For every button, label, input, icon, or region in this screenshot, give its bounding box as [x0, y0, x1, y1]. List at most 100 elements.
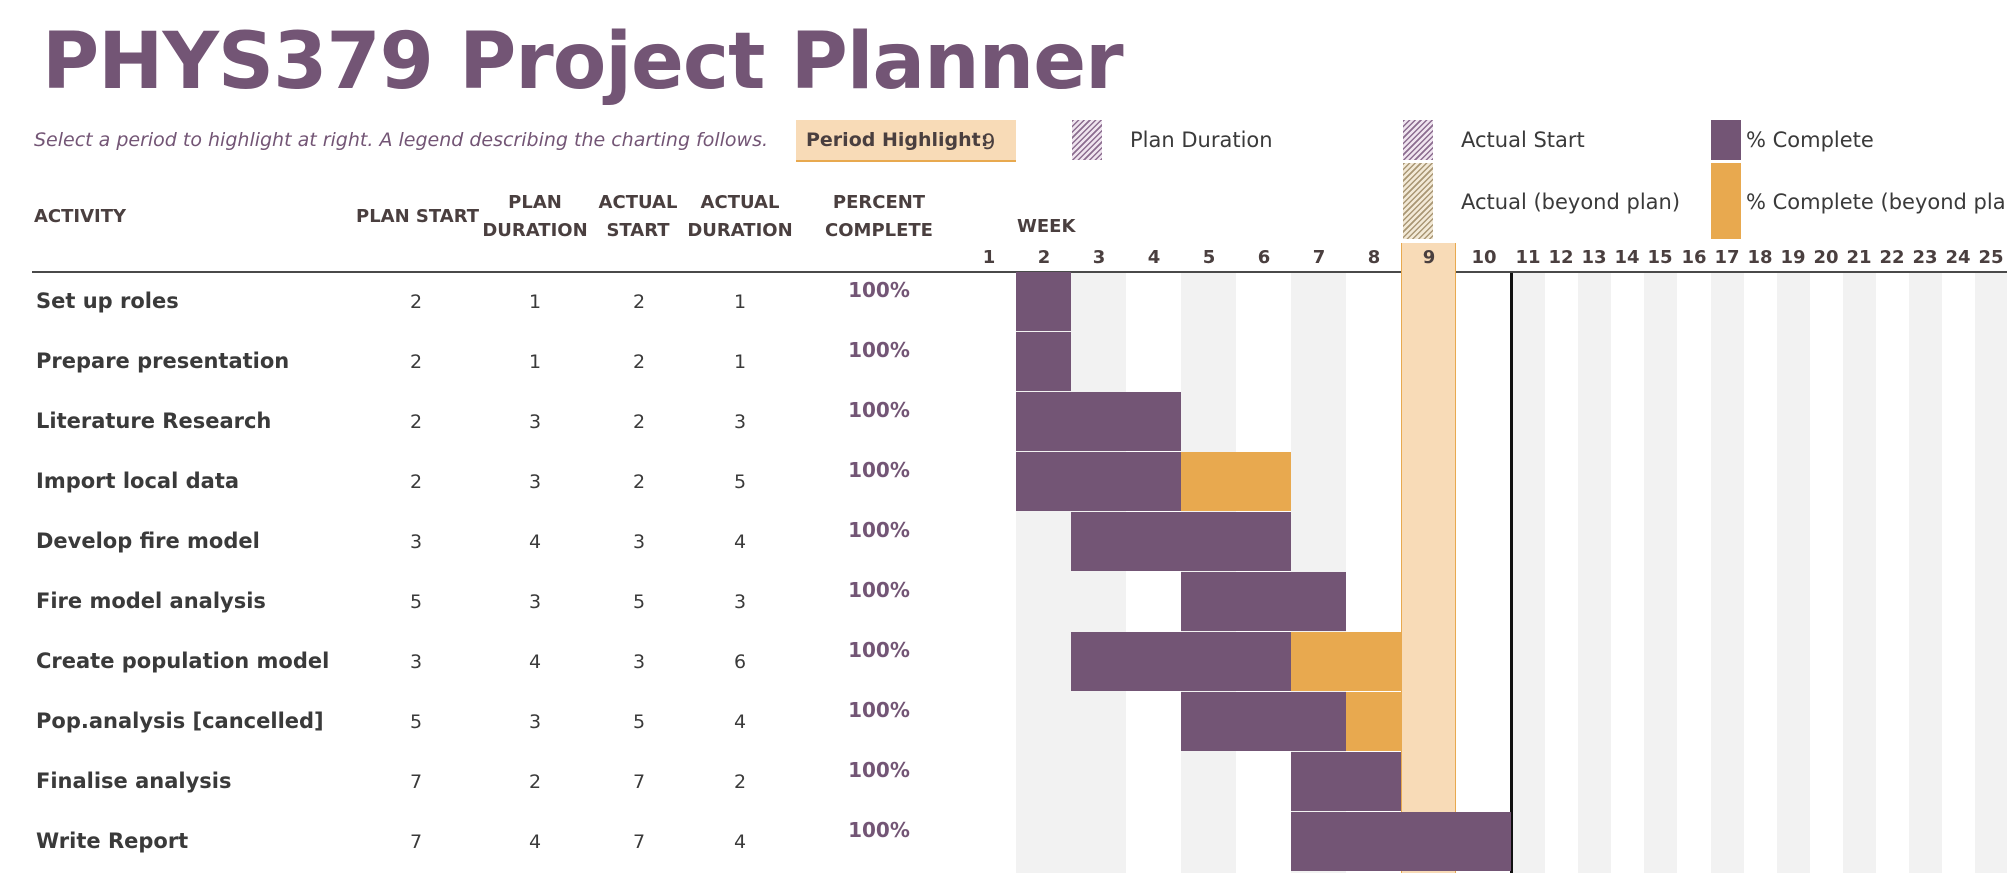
week-column-shade	[1643, 273, 1677, 873]
actual-start-value: 3	[632, 651, 646, 673]
plan-duration-value: 4	[528, 831, 542, 853]
plan-duration-value: 1	[528, 291, 542, 313]
activity-name: Fire model analysis	[36, 589, 266, 613]
percent-complete-value: 100%	[848, 578, 910, 602]
plan-start-value: 2	[409, 471, 423, 493]
plan-duration-value: 3	[528, 471, 542, 493]
col-header-percent-complete: PERCENT COMPLETE	[825, 192, 933, 241]
activity-name: Finalise analysis	[36, 769, 232, 793]
actual-duration-value: 5	[733, 471, 747, 493]
actual-start-value: 7	[632, 771, 646, 793]
actual-start-value: 2	[632, 411, 646, 433]
week-column-shade	[1071, 273, 1126, 873]
week-number: 4	[1147, 247, 1161, 268]
week-number: 7	[1312, 247, 1326, 268]
percent-complete-value: 100%	[848, 338, 910, 362]
plan-start-value: 2	[409, 291, 423, 313]
week-number: 22	[1879, 247, 1905, 268]
percent-complete-value: 100%	[848, 758, 910, 782]
plan-start-value: 3	[409, 651, 423, 673]
week-number: 9	[1422, 247, 1436, 268]
week-column-shade	[1710, 273, 1744, 873]
legend-percent-complete-beyond-plan: % Complete (beyond plan)	[1746, 190, 2007, 214]
week-number: 2	[1037, 247, 1051, 268]
week-number: 6	[1257, 247, 1271, 268]
week-column-shade	[1842, 273, 1876, 873]
week-column-shade	[1511, 273, 1545, 873]
col-header-week: WEEK	[1017, 216, 1076, 237]
activity-name: Literature Research	[36, 409, 272, 433]
period-highlight-field[interactable]	[796, 120, 1016, 162]
actual-start-value: 2	[632, 351, 646, 373]
week-number: 25	[1978, 247, 2004, 268]
actual-duration-value: 4	[733, 531, 747, 553]
plan-duration-value: 4	[528, 531, 542, 553]
week-column-shade	[1577, 273, 1611, 873]
week-number: 1	[982, 247, 996, 268]
plan-start-value: 2	[409, 411, 423, 433]
week-number: 15	[1647, 247, 1673, 268]
percent-complete-value: 100%	[848, 638, 910, 662]
actual-start-value: 2	[632, 291, 646, 313]
legend-plan-duration: Plan Duration	[1130, 128, 1273, 152]
week-number: 18	[1747, 247, 1773, 268]
legend-percent-complete: % Complete	[1746, 128, 1874, 152]
activity-name: Import local data	[36, 469, 240, 493]
actual-duration-value: 3	[733, 411, 747, 433]
actual-duration-value: 1	[733, 351, 747, 373]
plan-start-value: 3	[409, 531, 423, 553]
percent-complete-value: 100%	[848, 518, 910, 542]
instructions-text: Select a period to highlight at right. A…	[34, 129, 769, 151]
week-number: 12	[1548, 247, 1574, 268]
actual-duration-value: 6	[733, 651, 747, 673]
actual-start-value: 7	[632, 831, 646, 853]
actual-duration-value: 3	[733, 591, 747, 613]
col-header-actual-duration: ACTUAL DURATION	[687, 192, 793, 241]
week-number: 16	[1681, 247, 1707, 268]
bar-percent-complete	[1071, 512, 1291, 571]
week-number: 10	[1471, 247, 1497, 268]
percent-complete-beyond-swatch	[1711, 163, 1741, 239]
activity-name: Develop fire model	[36, 529, 260, 553]
percent-complete-swatch	[1711, 120, 1741, 160]
activity-name: Write Report	[36, 829, 189, 853]
percent-complete-value: 100%	[848, 698, 910, 722]
period-highlight-value[interactable]: 9	[982, 130, 996, 154]
period-highlight-column	[1401, 243, 1456, 873]
current-period-line	[1510, 273, 1513, 873]
week-column-shade	[1974, 273, 2007, 873]
bar-percent-complete	[1016, 452, 1181, 511]
activity-name: Pop.analysis [cancelled]	[36, 709, 324, 733]
plan-duration-value: 3	[528, 411, 542, 433]
actual-start-value: 5	[632, 591, 646, 613]
bar-percent-complete	[1291, 812, 1511, 871]
bar-percent-complete-beyond-plan	[1291, 632, 1401, 691]
week-number: 8	[1367, 247, 1381, 268]
week-number: 5	[1202, 247, 1216, 268]
legend-actual-beyond-plan: Actual (beyond plan)	[1461, 190, 1681, 214]
col-header-activity: ACTIVITY	[34, 206, 127, 227]
actual-beyond-plan-swatch	[1403, 163, 1433, 239]
actual-start-value: 5	[632, 711, 646, 733]
plan-start-value: 5	[409, 711, 423, 733]
actual-duration-value: 4	[733, 711, 747, 733]
plan-duration-value: 1	[528, 351, 542, 373]
plan-duration-value: 4	[528, 651, 542, 673]
week-number: 21	[1846, 247, 1872, 268]
bar-percent-complete-beyond-plan	[1181, 452, 1291, 511]
bar-percent-complete-beyond-plan	[1346, 692, 1401, 751]
plan-duration-value: 3	[528, 591, 542, 613]
bar-percent-complete	[1016, 392, 1181, 451]
col-header-actual-start: ACTUAL START	[598, 192, 678, 241]
actual-duration-value: 2	[733, 771, 747, 793]
bar-percent-complete	[1181, 572, 1346, 631]
activity-name: Create population model	[36, 649, 330, 673]
page-title: PHYS379 Project Planner	[42, 17, 1124, 107]
activity-name: Prepare presentation	[36, 349, 290, 373]
col-header-plan-start: PLAN START	[356, 206, 480, 227]
bar-percent-complete	[1016, 332, 1071, 391]
actual-start-swatch	[1403, 120, 1433, 160]
week-number: 11	[1515, 247, 1541, 268]
plan-duration-swatch	[1072, 120, 1102, 160]
week-number: 19	[1780, 247, 1806, 268]
